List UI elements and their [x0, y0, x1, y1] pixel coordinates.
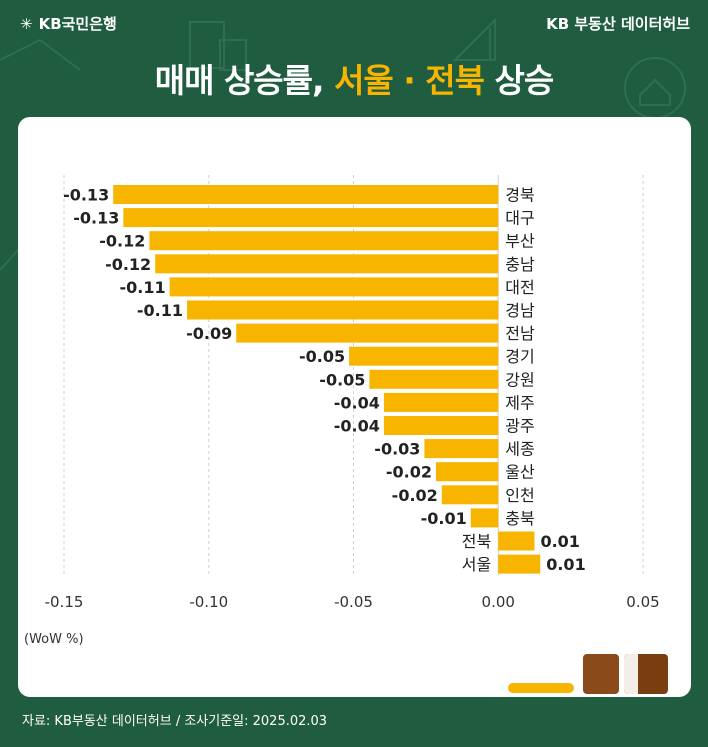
value-label: -0.01: [421, 509, 467, 528]
value-label: -0.09: [186, 324, 232, 343]
category-label: 충남: [505, 255, 535, 274]
x-tick-label: 0.05: [626, 593, 659, 611]
bar: [369, 369, 499, 389]
value-label: 0.01: [540, 532, 579, 551]
x-tick-label: -0.10: [189, 593, 228, 611]
category-label: 인천: [505, 486, 534, 505]
category-label: 경남: [505, 301, 535, 320]
bar: [113, 185, 499, 204]
title-highlight: 서울 · 전북: [334, 61, 485, 100]
bar: [149, 231, 499, 251]
star-icon: ✳: [20, 14, 33, 33]
category-label: 제주: [505, 393, 534, 412]
value-label: -0.13: [63, 186, 109, 205]
category-label: 대구: [505, 209, 534, 228]
bar: [123, 208, 499, 228]
category-label: 충북: [505, 509, 534, 528]
bar: [498, 531, 535, 551]
bar: [441, 485, 499, 505]
value-label: -0.12: [105, 255, 151, 274]
category-label: 서울: [462, 555, 491, 574]
value-label: -0.13: [73, 209, 119, 228]
value-label: -0.04: [334, 417, 380, 436]
value-label: -0.03: [374, 440, 420, 459]
category-label: 대전: [505, 278, 534, 297]
book-icon: [583, 654, 619, 694]
source-note: 자료: KB부동산 데이터허브 / 조사기준일: 2025.02.03: [22, 714, 328, 729]
category-label: 전남: [505, 324, 535, 343]
bar: [436, 462, 499, 482]
value-label: 0.01: [546, 555, 585, 574]
value-label: -0.12: [99, 232, 145, 251]
kb-logo: ✳ KB국민은행: [20, 13, 117, 34]
x-tick-label: -0.05: [334, 593, 373, 611]
decorative-pill: [508, 683, 574, 693]
bar: [498, 554, 541, 574]
category-label: 울산: [505, 463, 535, 482]
bar: [383, 392, 499, 412]
bar: [383, 416, 499, 435]
category-label: 세종: [505, 440, 534, 459]
value-label: -0.11: [120, 278, 166, 297]
bar: [470, 508, 499, 528]
value-label: -0.05: [299, 347, 345, 366]
x-tick-label: -0.15: [45, 593, 84, 611]
chart-card: -0.15 -0.10 -0.05 0.00 0.05 경북 -0.13 대구 -0.13 부산 -…: [18, 117, 691, 697]
category-label: 전북: [462, 532, 491, 551]
value-label: -0.04: [334, 393, 380, 412]
value-label: -0.05: [319, 370, 365, 389]
book-page-icon: [624, 654, 638, 694]
bar: [424, 439, 499, 459]
category-label: 부산: [505, 232, 535, 251]
value-label: -0.02: [392, 486, 438, 505]
bar: [187, 300, 499, 320]
bar: [169, 277, 499, 297]
page-title: 매매 상승률, 서울 · 전북 상승: [0, 54, 708, 102]
brand-name: KB 부동산 데이터허브: [546, 15, 690, 33]
title-prefix: 매매 상승률,: [154, 61, 335, 100]
title-suffix: 상승: [484, 61, 555, 100]
bank-name: KB국민은행: [38, 15, 117, 33]
value-label: -0.11: [137, 301, 183, 320]
bar: [349, 346, 499, 366]
bar: [236, 323, 499, 343]
category-label: 경북: [505, 186, 534, 205]
category-label: 강원: [505, 370, 534, 389]
unit-label: (WoW %): [24, 632, 84, 647]
bar-chart: -0.15 -0.10 -0.05 0.00 0.05 경북 -0.13 대구 -0.13 부산 -…: [45, 175, 660, 611]
category-label: 경기: [505, 347, 534, 366]
x-tick-label: 0.00: [482, 593, 515, 611]
bar: [155, 254, 499, 274]
category-label: 광주: [505, 417, 534, 436]
value-label: -0.02: [386, 463, 432, 482]
